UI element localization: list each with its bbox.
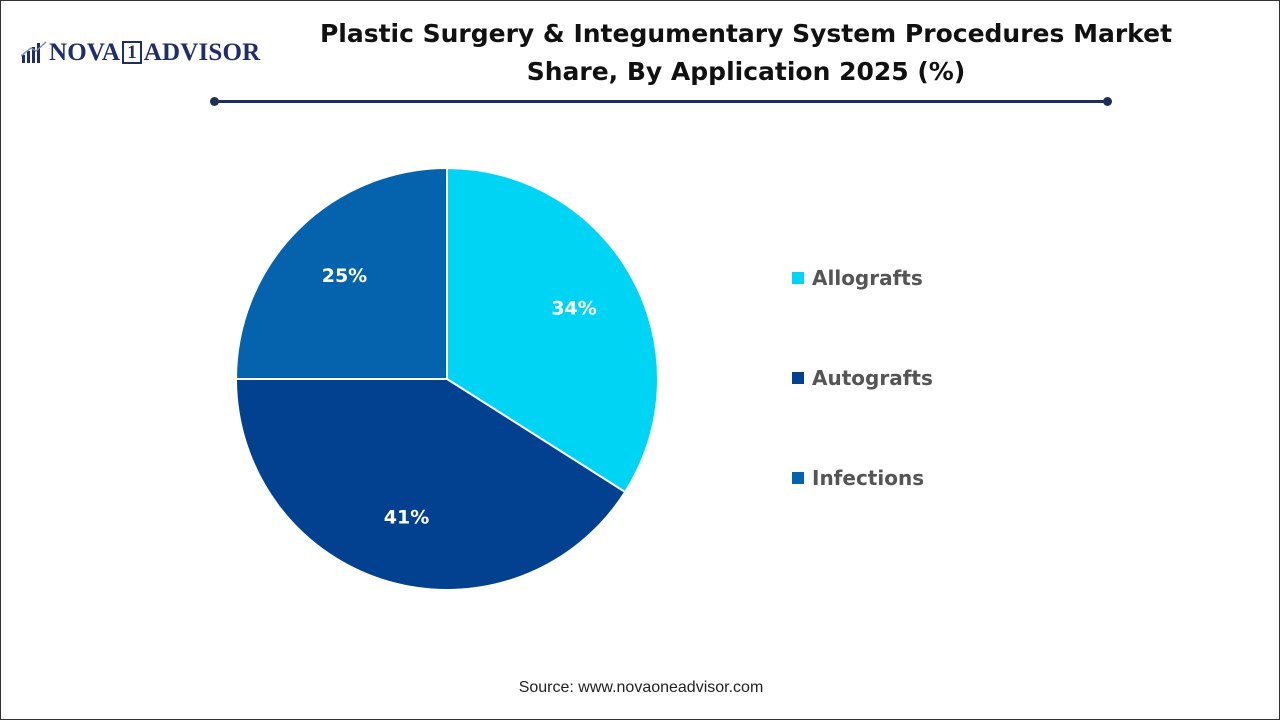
title-divider-right-dot bbox=[1103, 97, 1112, 106]
logo-digit: 1 bbox=[122, 40, 142, 64]
legend-swatch-autografts bbox=[792, 372, 804, 384]
logo-text-nova: NOVA bbox=[49, 38, 121, 66]
legend-item-infections: Infections bbox=[792, 463, 933, 493]
title-divider-left-dot bbox=[210, 97, 219, 106]
data-label-allografts: 34% bbox=[551, 298, 596, 320]
pie-slice-infections bbox=[234, 166, 448, 380]
pie-slice-allografts bbox=[446, 166, 659, 494]
legend-swatch-allografts bbox=[792, 272, 804, 284]
source-note: Source: www.novaoneadvisor.com bbox=[518, 679, 764, 696]
logo-text-advisor: ADVISOR bbox=[143, 38, 261, 66]
legend-label-infections: Infections bbox=[812, 466, 925, 490]
legend-swatch-infections bbox=[792, 472, 804, 484]
legend: Allografts Autografts Infections bbox=[792, 263, 933, 563]
logo: NOVA 1 ADVISOR bbox=[21, 37, 260, 67]
legend-item-allografts: Allografts bbox=[792, 263, 933, 293]
chart-title: Plastic Surgery & Integumentary System P… bbox=[319, 19, 1173, 86]
pie-slice-autografts bbox=[234, 378, 627, 591]
legend-label-allografts: Allografts bbox=[812, 266, 923, 290]
bar-chart-icon bbox=[21, 41, 47, 63]
title-divider bbox=[214, 100, 1107, 103]
legend-item-autografts: Autografts bbox=[792, 363, 933, 393]
data-label-autografts: 41% bbox=[384, 507, 429, 529]
data-label-infections: 25% bbox=[322, 265, 367, 287]
legend-label-autografts: Autografts bbox=[812, 366, 933, 390]
